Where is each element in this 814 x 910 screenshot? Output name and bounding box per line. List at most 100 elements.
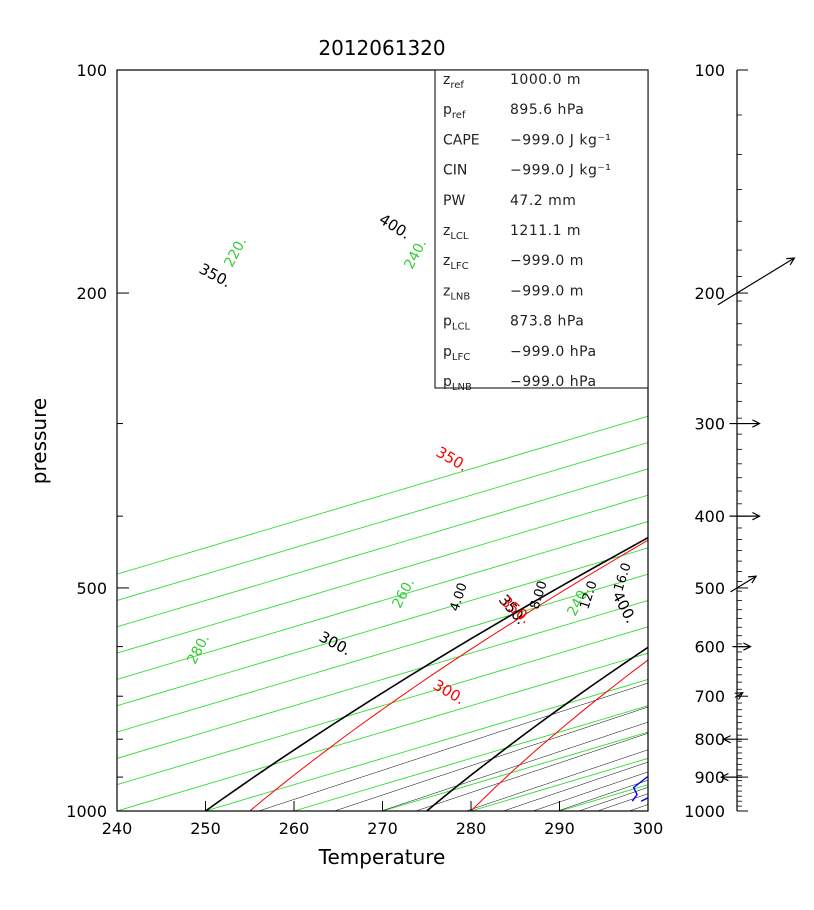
legend-row-value: 873.8 hPa: [510, 314, 584, 330]
legend-row-value: −999.0 m: [510, 253, 584, 269]
mixing-ratio-label: 8.00: [528, 579, 551, 611]
legend-row-subscript: LCL: [452, 322, 471, 333]
mixing-ratio-line: [503, 761, 648, 811]
x-axis-label: Temperature: [318, 845, 446, 869]
mixing-ratio-line: [415, 732, 648, 811]
dry-adiabat-line: [205, 536, 648, 811]
wind-arrow-head: [786, 257, 796, 266]
mixing-ratio-line: [532, 771, 648, 811]
legend-row-value: 895.6 hPa: [510, 102, 584, 118]
mixing-ratio-line: [656, 508, 814, 811]
isotherm-line: [117, 600, 648, 759]
wind-arrow: [717, 257, 795, 306]
legend-frame: [434, 69, 649, 389]
wind-tick-label: 900: [694, 768, 725, 787]
x-tick-label: 250: [190, 819, 221, 838]
wind-arrow-head: [743, 642, 752, 651]
legend-row-value: 1211.1 m: [510, 223, 581, 239]
legend-row-value: −999.0 J kg⁻¹: [510, 132, 611, 148]
mixing-ratio-line: [381, 721, 648, 811]
legend-row-label: CAPE: [443, 132, 480, 148]
isotherm-line: [117, 415, 648, 575]
isotherm-label: 220.: [221, 235, 250, 270]
wind-arrow-head: [734, 692, 744, 700]
moist-adiabat-line: [249, 539, 648, 811]
legend-row-value: −999.0 J kg⁻¹: [510, 163, 611, 179]
isotherm-label: 240.: [401, 237, 430, 272]
legend-row-value: 1000.0 m: [510, 72, 581, 88]
wind-tick-label: 500: [694, 579, 725, 598]
wind-arrow-head: [752, 511, 761, 521]
y-tick-label: 200: [76, 284, 107, 303]
isotherm-line: [205, 678, 648, 811]
plot-lines: [117, 415, 814, 811]
x-tick-label: 280: [456, 819, 487, 838]
wind-tick-label: 200: [694, 284, 725, 303]
legend-row-subscript: LCL: [450, 231, 469, 242]
wind-arrow-head: [722, 735, 731, 744]
y-tick-label: 1000: [66, 802, 107, 821]
x-tick-label: 300: [633, 819, 664, 838]
wind-panel: 100 200 300 400 500 600 700 800 900 1000: [684, 61, 796, 821]
legend-row-subscript: LNB: [452, 382, 472, 393]
mixing-ratio-line: [258, 682, 648, 811]
wind-tick-label: 600: [694, 638, 725, 657]
mixing-ratio-line: [557, 779, 648, 811]
chart-title: 2012061320: [318, 36, 445, 60]
x-tick-label: 270: [367, 819, 398, 838]
legend-row-subscript: ref: [450, 80, 464, 91]
mixing-ratio-line: [578, 787, 648, 811]
wind-tick-label: 400: [694, 507, 725, 526]
y-tick-label: 100: [76, 61, 107, 80]
mixing-ratio-line: [334, 706, 648, 811]
mixing-ratio-line: [629, 804, 648, 811]
moist-adiabat-line: [470, 659, 648, 811]
mixing-ratio-line: [466, 749, 648, 811]
x-tick-label: 240: [102, 819, 133, 838]
dry-adiabat-line: [647, 809, 648, 811]
isotherm-label: 280.: [184, 632, 213, 667]
dry-adiabat-label: 400.: [608, 588, 640, 626]
wind-arrow-head: [748, 575, 758, 584]
y-tick-label: 500: [76, 579, 107, 598]
legend-row-subscript: LNB: [450, 291, 470, 302]
isotherm-line: [117, 494, 648, 654]
wind-tick-label: 700: [694, 687, 725, 706]
isotherm-line: [117, 521, 648, 680]
legend-row-subscript: ref: [452, 110, 466, 121]
wind-arrow-head: [752, 419, 761, 428]
axis-ticks: 240 250 260 270 280 290 300 100 200 500 1000: [66, 61, 663, 838]
isotherm-line: [117, 573, 648, 733]
isotherm-line: [647, 810, 648, 811]
legend-row-label: CIN: [443, 163, 467, 179]
mixing-ratio-label: 16.0: [612, 561, 635, 593]
moist-adiabat-label: 300.: [430, 676, 468, 708]
isotherm-label: 260.: [389, 576, 418, 611]
wind-tick-label: 800: [694, 730, 725, 749]
isotherm-line: [117, 626, 648, 786]
x-tick-label: 260: [279, 819, 310, 838]
mixing-ratio-label: 4.00: [448, 581, 471, 613]
isotherm-line: [117, 468, 648, 628]
legend-row-label: PW: [443, 193, 465, 209]
legend-row-value: 47.2 mm: [510, 193, 576, 209]
isotherm-line: [117, 547, 648, 707]
wind-tick-label: 300: [694, 415, 725, 434]
wind-tick-label: 1000: [684, 802, 725, 821]
legend-row-value: −999.0 hPa: [510, 344, 597, 360]
wind-arrow: [734, 692, 744, 698]
mixing-ratio-label: 12.0: [578, 579, 601, 611]
wind-arrow-head: [719, 772, 729, 782]
y-axis-label: pressure: [27, 398, 51, 484]
legend-row-value: −999.0 m: [510, 283, 584, 299]
isotherm-line: [117, 652, 648, 811]
wind-arrow: [730, 575, 757, 593]
wind-tick-label: 100: [694, 61, 725, 80]
legend-row-value: −999.0 hPa: [510, 374, 597, 390]
x-tick-label: 290: [544, 819, 575, 838]
isotherm-line: [117, 442, 648, 601]
dry-adiabat-label: 300.: [316, 628, 354, 660]
moist-adiabat-label: 400.: [376, 210, 414, 243]
